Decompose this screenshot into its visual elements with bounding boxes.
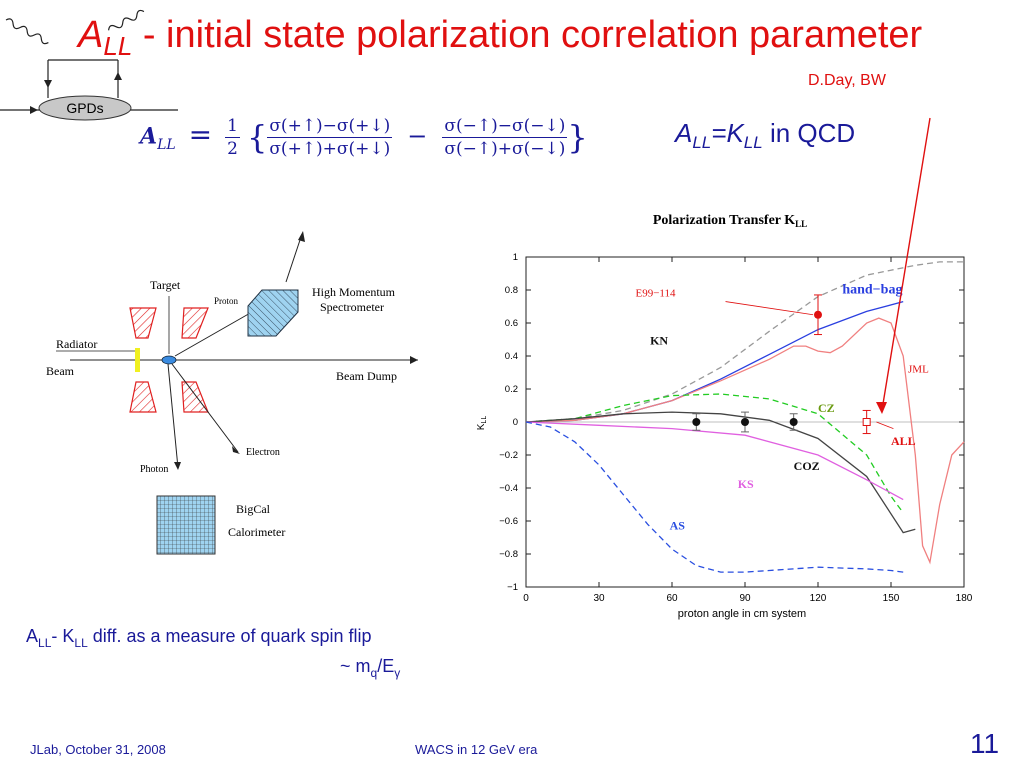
series-label-e99: E99−114 — [636, 288, 677, 300]
x-tick-label: 30 — [593, 593, 605, 604]
e99-pointer — [725, 301, 814, 316]
footer-date: JLab, October 31, 2008 — [30, 742, 166, 757]
y-tick-label: −0.8 — [499, 549, 518, 560]
series-label-coz: COZ — [794, 459, 820, 473]
y-axis-label: KLL — [476, 416, 488, 431]
beam-label: Beam — [46, 364, 75, 378]
all-pointer — [876, 421, 894, 429]
series-line-as — [525, 421, 904, 573]
photon-label: Photon — [140, 464, 168, 475]
radiator-label: Radiator — [56, 337, 97, 351]
target-label: Target — [150, 278, 181, 292]
x-axis-label: proton angle in cm system — [678, 608, 806, 620]
footer-title: WACS in 12 GeV era — [415, 742, 538, 757]
series-label-jml: JML — [908, 364, 929, 376]
series-line-cz — [525, 393, 904, 514]
y-tick-label: 0.2 — [505, 384, 518, 395]
magnet-upper-right — [181, 307, 209, 339]
gpd-label: GPDs — [66, 100, 103, 116]
y-tick-label: 0.8 — [505, 285, 518, 296]
y-tick-label: 0 — [513, 417, 518, 428]
proton-label: Proton — [214, 296, 239, 306]
y-tick-label: −0.6 — [499, 516, 518, 527]
y-tick-label: 0.6 — [505, 318, 518, 329]
data-point — [789, 418, 798, 426]
bigcal-label: BigCal — [236, 502, 271, 516]
y-tick-label: −0.2 — [499, 450, 518, 461]
x-tick-label: 120 — [810, 593, 827, 604]
y-tick-label: 1 — [513, 252, 518, 263]
series-label-kn: KN — [650, 333, 668, 347]
x-tick-label: 180 — [956, 593, 973, 604]
y-tick-label: −1 — [507, 582, 518, 593]
x-tick-label: 0 — [523, 593, 529, 604]
chart-title: Polarization Transfer KLL — [653, 213, 807, 229]
hms-label-2: Spectrometer — [320, 300, 384, 314]
qcd-arrow — [876, 117, 931, 414]
series-label-handbag: hand−bag — [842, 282, 902, 297]
target — [161, 355, 177, 365]
x-tick-label: 60 — [666, 593, 678, 604]
bigcal-calorimeter — [156, 495, 216, 555]
qcd-statement: ALL=KLL in QCD — [675, 118, 856, 152]
magnet-upper-left — [129, 307, 157, 339]
series-line-jml — [525, 317, 965, 565]
series-label-as: AS — [670, 518, 686, 532]
hms-label: High Momentum — [312, 285, 396, 299]
gpd-blob — [38, 95, 132, 121]
data-point-all — [862, 418, 871, 426]
radiator — [135, 348, 140, 372]
data-point — [692, 418, 701, 426]
beam-dump-label: Beam Dump — [336, 369, 397, 383]
gpd-diagram: GPDs — [0, 9, 178, 121]
series-line-kn — [525, 261, 964, 423]
spin-flip-note: ALL- KLL diff. as a measure of quark spi… — [26, 626, 372, 650]
x-tick-label: 150 — [883, 593, 900, 604]
series-line-coz — [525, 411, 916, 534]
series-line-ks — [525, 421, 904, 501]
x-tick-label: 90 — [739, 593, 751, 604]
y-tick-label: −0.4 — [499, 483, 518, 494]
hms-spectrometer — [247, 289, 299, 337]
electron-label: Electron — [246, 447, 280, 458]
slide-title: ALL - initial state polarization correla… — [78, 14, 923, 61]
series-label-all: ALL — [891, 434, 916, 448]
page-number: 11 — [970, 728, 1000, 759]
plot-area: 0 30 60 90 120 150 180 1 0.8 0.6 0.4 0.2 0 −0.2 −0.4 −0… — [499, 252, 973, 604]
series-line-handbag — [525, 300, 904, 423]
data-point-e99 — [814, 310, 822, 319]
mass-ratio-note: ~ mq/Eγ — [340, 656, 401, 680]
calorimeter-label: Calorimeter — [228, 525, 285, 539]
polarization-transfer-chart: Polarization Transfer KLL 0 30 60 90 120 150 1… — [476, 213, 973, 620]
data-point — [741, 418, 749, 426]
magnet-lower-left — [129, 381, 157, 413]
experiment-setup-diagram: Target Proton High Momentum Spectrometer… — [46, 231, 418, 555]
series-label-ks: KS — [738, 477, 754, 491]
y-tick-label: 0.4 — [505, 351, 518, 362]
series-label-cz: CZ — [818, 401, 835, 415]
author-credit: D.Day, BW — [808, 72, 886, 89]
